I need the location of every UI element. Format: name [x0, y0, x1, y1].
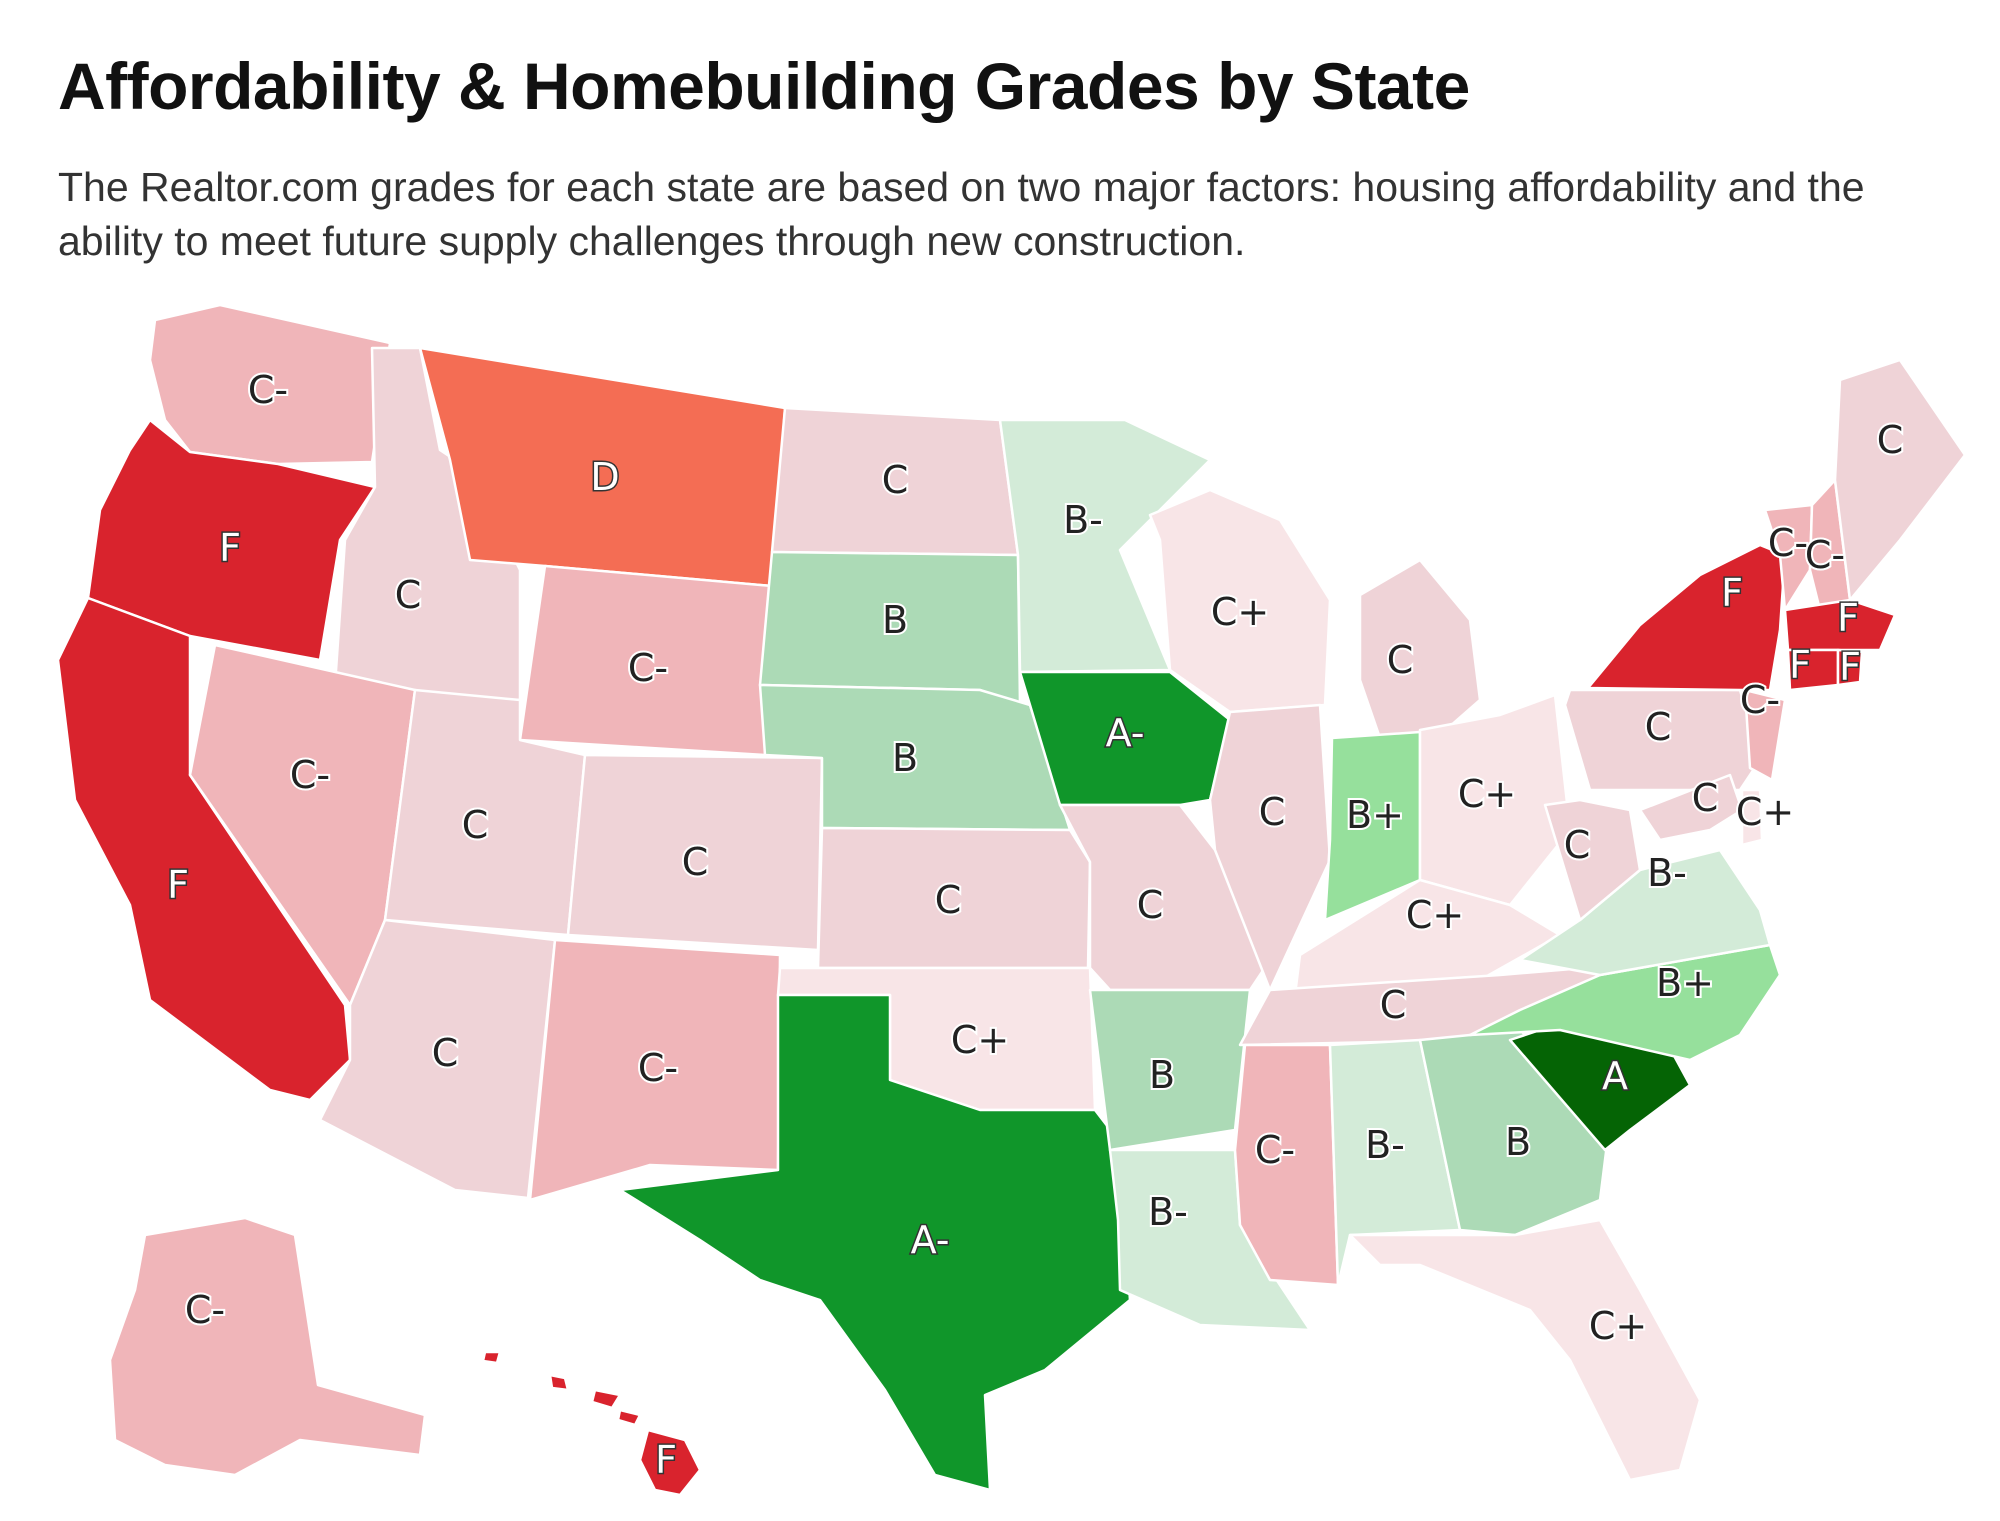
- state-nj: [1743, 688, 1787, 782]
- state-al: [1328, 1038, 1462, 1287]
- grade-label-nh: C-: [1805, 533, 1845, 577]
- state-ny: [1586, 543, 1787, 692]
- grade-label-ri: F: [1839, 645, 1861, 689]
- grade-label-ut: C: [462, 803, 489, 847]
- grade-label-ga: B: [1505, 1120, 1531, 1164]
- grade-label-tn: C: [1380, 983, 1407, 1027]
- state-hi-island: [481, 1350, 502, 1365]
- grade-label-nj: C-: [1740, 678, 1780, 722]
- grade-label-mt: D: [590, 455, 619, 499]
- grade-label-ia: A-: [1106, 711, 1145, 755]
- state-hi-island: [616, 1408, 642, 1427]
- grade-label-mi: C: [1387, 638, 1414, 682]
- state-fl: [1348, 1218, 1702, 1482]
- state-nm: [528, 938, 782, 1202]
- grade-label-de: C+: [1736, 790, 1794, 834]
- grade-label-nc: B+: [1656, 961, 1714, 1005]
- grade-label-ca: F: [167, 863, 189, 907]
- grade-label-va: B-: [1647, 851, 1687, 895]
- state-ri: [1836, 648, 1864, 687]
- state-nc: [1468, 943, 1782, 1062]
- state-tx: [618, 993, 1132, 1492]
- state-hi-island: [590, 1388, 622, 1410]
- state-ak: [108, 1216, 427, 1477]
- state-or: [86, 418, 377, 662]
- grade-label-vt: C-: [1768, 521, 1808, 565]
- state-ia: [1018, 670, 1232, 807]
- state-wi: [1148, 488, 1332, 714]
- state-hi-island: [548, 1373, 570, 1392]
- grade-label-ar: B: [1149, 1053, 1175, 1097]
- state-de: [1740, 788, 1764, 847]
- grade-label-ct: F: [1789, 643, 1811, 687]
- grade-label-ks: C: [935, 878, 962, 922]
- grade-label-ky: C+: [1406, 893, 1464, 937]
- grade-label-mn: B-: [1063, 498, 1103, 542]
- grade-label-id: C: [395, 573, 422, 617]
- grade-label-md: C: [1692, 776, 1719, 820]
- grade-label-in: B+: [1346, 793, 1404, 837]
- grade-label-tx: A-: [911, 1218, 950, 1262]
- grade-label-nm: C-: [638, 1046, 678, 1090]
- grade-label-ne: B: [892, 736, 918, 780]
- state-in: [1323, 730, 1422, 922]
- state-wv: [1543, 798, 1642, 922]
- grade-label-nv: C-: [290, 753, 330, 797]
- grade-label-wi: C+: [1211, 590, 1269, 634]
- grade-label-or: F: [219, 526, 241, 570]
- grade-label-oh: C+: [1458, 772, 1516, 816]
- grade-label-ok: C+: [951, 1018, 1009, 1062]
- grade-label-ny: F: [1721, 571, 1743, 615]
- state-ca: [56, 596, 352, 1102]
- state-mi: [1358, 558, 1482, 740]
- state-md: [1638, 773, 1744, 842]
- state-ma: [1783, 598, 1897, 652]
- grade-label-hi: F: [655, 1438, 677, 1482]
- page-title: Affordability & Homebuilding Grades by S…: [58, 49, 1470, 123]
- page-subtitle: The Realtor.com grades for each state ar…: [58, 164, 1865, 264]
- grade-label-az: C: [432, 1031, 459, 1075]
- grade-label-me: C: [1877, 418, 1904, 462]
- state-vt: [1763, 503, 1814, 612]
- grade-label-sd: B: [882, 598, 908, 642]
- grade-label-ak: C-: [185, 1288, 225, 1332]
- grade-label-al: B-: [1365, 1123, 1405, 1167]
- grade-label-nd: C: [882, 458, 909, 502]
- grade-label-wa: C-: [248, 368, 288, 412]
- grade-label-wv: C: [1564, 823, 1591, 867]
- state-ar: [1088, 988, 1252, 1152]
- state-hi: [638, 1428, 702, 1497]
- grade-label-il: C: [1259, 790, 1286, 834]
- grade-label-fl: C+: [1589, 1304, 1647, 1348]
- grade-label-co: C: [682, 840, 709, 884]
- state-shapes: [56, 303, 1967, 1497]
- grade-label-wy: C-: [628, 646, 668, 690]
- grade-label-la: B-: [1148, 1190, 1188, 1234]
- grade-label-mo: C: [1137, 883, 1164, 927]
- grade-label-ma: F: [1837, 596, 1859, 640]
- grade-label-ms: C-: [1255, 1128, 1295, 1172]
- state-mn: [998, 418, 1212, 674]
- grade-label-sc: A: [1602, 1054, 1628, 1098]
- grade-label-pa: C: [1645, 705, 1672, 749]
- state-me: [1833, 358, 1967, 602]
